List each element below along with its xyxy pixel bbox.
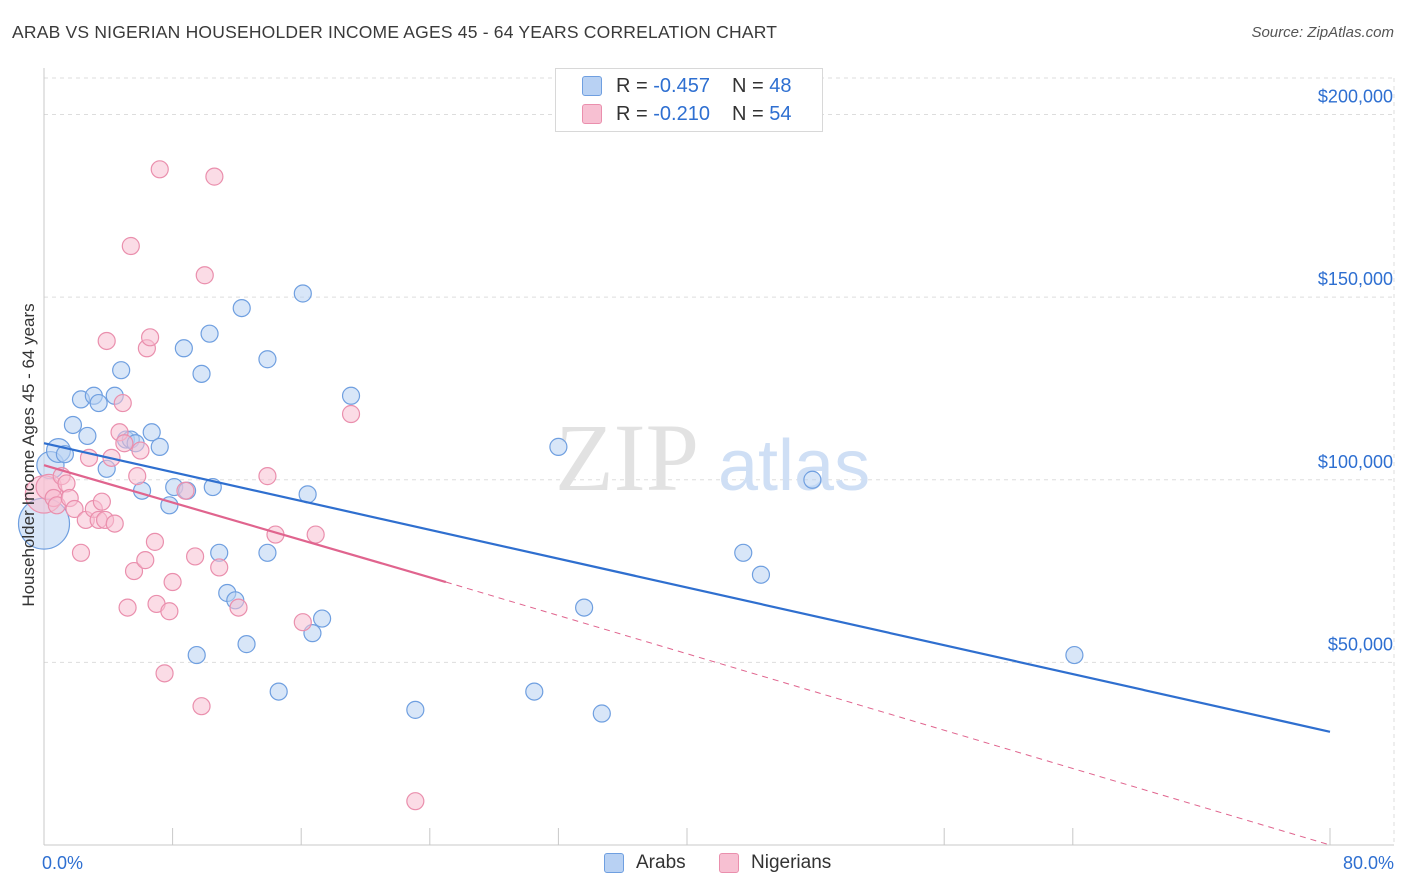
nigerian-point: [113, 393, 132, 413]
nigerian-swatch: [582, 104, 602, 124]
arabs-legend-swatch: [604, 853, 624, 873]
legend-item-arabs: Arabs: [604, 852, 686, 874]
arab-point: [150, 437, 169, 456]
legend-arab-r-value: -0.457: [653, 74, 710, 97]
nigerian-point: [145, 532, 165, 551]
x-tick-label-max: 80.0%: [1342, 853, 1394, 873]
axes: [43, 68, 1394, 846]
nigerian-trend-line: [43, 464, 447, 584]
arab-point: [192, 364, 211, 383]
arab-point: [112, 361, 131, 380]
nigerian-point: [128, 467, 147, 486]
y-tick-label: $50,000: [1328, 634, 1393, 654]
nigerian-trend-extension: [445, 581, 1331, 846]
nigerian-point: [124, 561, 144, 581]
nigerian-point: [121, 236, 140, 256]
legend-arab-n-label: N =: [731, 74, 770, 97]
nigerian-point: [341, 404, 361, 424]
nigerian-point: [293, 613, 312, 632]
legend-arab-r-label: R =: [616, 74, 654, 97]
arab-swatch: [582, 76, 602, 96]
arab-point: [549, 437, 568, 456]
nigerian-point: [140, 328, 160, 347]
legend-nigerian-n-value: 54: [769, 102, 792, 125]
arab-point: [78, 426, 97, 446]
legend-nigerian-r-value: -0.210: [653, 102, 710, 125]
arab-point: [803, 470, 822, 489]
y-tick-label: $150,000: [1318, 269, 1393, 289]
nigerian-point: [131, 441, 150, 460]
y-tick-label: $200,000: [1318, 87, 1393, 107]
nigerian-point: [65, 499, 84, 519]
arab-point: [232, 299, 251, 318]
nigerian-point: [163, 572, 182, 592]
arab-point: [1065, 645, 1084, 665]
arab-point: [592, 704, 611, 723]
legend-nigerian-n-label: N =: [731, 102, 770, 125]
arab-point: [312, 609, 332, 628]
arab-point: [751, 565, 771, 584]
nigerian-point: [97, 331, 116, 351]
nigerian-point: [195, 266, 214, 285]
y-tick-label: $100,000: [1318, 452, 1393, 472]
legend-row-nigerians: R = -0.210 N = 54: [582, 102, 791, 126]
legend-row-arabs: R = -0.457 N = 48: [582, 74, 791, 98]
arab-point: [258, 350, 277, 369]
arab-point: [258, 543, 277, 562]
watermark-atlas: atlas: [718, 426, 870, 506]
nigerian-point: [115, 434, 134, 453]
arab-point: [89, 393, 108, 413]
arab-point: [269, 682, 288, 701]
y-tick-labels: $50,000 $100,000 $150,000 $200,000: [1318, 87, 1393, 655]
source-label: Source: ZipAtlas.com: [1251, 24, 1394, 41]
legend-label-nigerians: Nigerians: [751, 852, 832, 873]
nigerian-point: [205, 167, 224, 186]
watermark-zip: ZIP: [555, 404, 699, 511]
nigerian-point: [71, 543, 91, 562]
arab-point: [237, 635, 256, 654]
nigerian-point: [150, 160, 169, 179]
nigerian-point: [176, 481, 195, 500]
arab-point: [575, 598, 594, 617]
nigerians-legend-swatch: [719, 853, 739, 873]
nigerian-point: [160, 602, 179, 621]
arab-point: [341, 386, 361, 405]
legend-nigerian-r-label: R =: [616, 102, 654, 125]
nigerian-point: [192, 697, 211, 716]
nigerian-point: [229, 598, 248, 617]
nigerian-point: [186, 547, 205, 566]
nigerian-point: [118, 598, 137, 617]
data-points: [17, 160, 1084, 811]
nigerian-point: [306, 525, 325, 544]
nigerian-point: [155, 664, 174, 683]
nigerian-point: [210, 558, 229, 577]
x-tick-label-min: 0.0%: [42, 853, 84, 873]
nigerian-point: [105, 514, 124, 533]
arab-point: [142, 423, 161, 442]
nigerian-point: [406, 792, 425, 811]
arab-point: [406, 700, 425, 719]
legend-item-nigerians: Nigerians: [719, 852, 831, 874]
arab-trend-line: [43, 442, 1331, 733]
arab-point: [293, 284, 312, 303]
arab-point: [525, 682, 544, 701]
nigerian-point: [258, 467, 277, 486]
y-axis-label: Householder Income Ages 45 - 64 years: [19, 303, 38, 606]
correlation-legend: R = -0.457 N = 48 R = -0.210 N = 54: [555, 68, 823, 132]
arab-point: [734, 543, 753, 562]
series-legend: Arabs Nigerians: [0, 852, 1406, 876]
arab-point: [63, 415, 83, 435]
arab-point: [174, 339, 193, 358]
legend-arab-n-value: 48: [769, 74, 792, 97]
chart-title: ARAB VS NIGERIAN HOUSEHOLDER INCOME AGES…: [12, 22, 778, 42]
arab-point: [200, 324, 219, 343]
trend-lines: [43, 442, 1331, 846]
arab-point: [187, 645, 206, 665]
nigerian-point: [92, 492, 111, 511]
nigerian-point: [136, 551, 155, 570]
legend-label-arabs: Arabs: [636, 852, 686, 873]
